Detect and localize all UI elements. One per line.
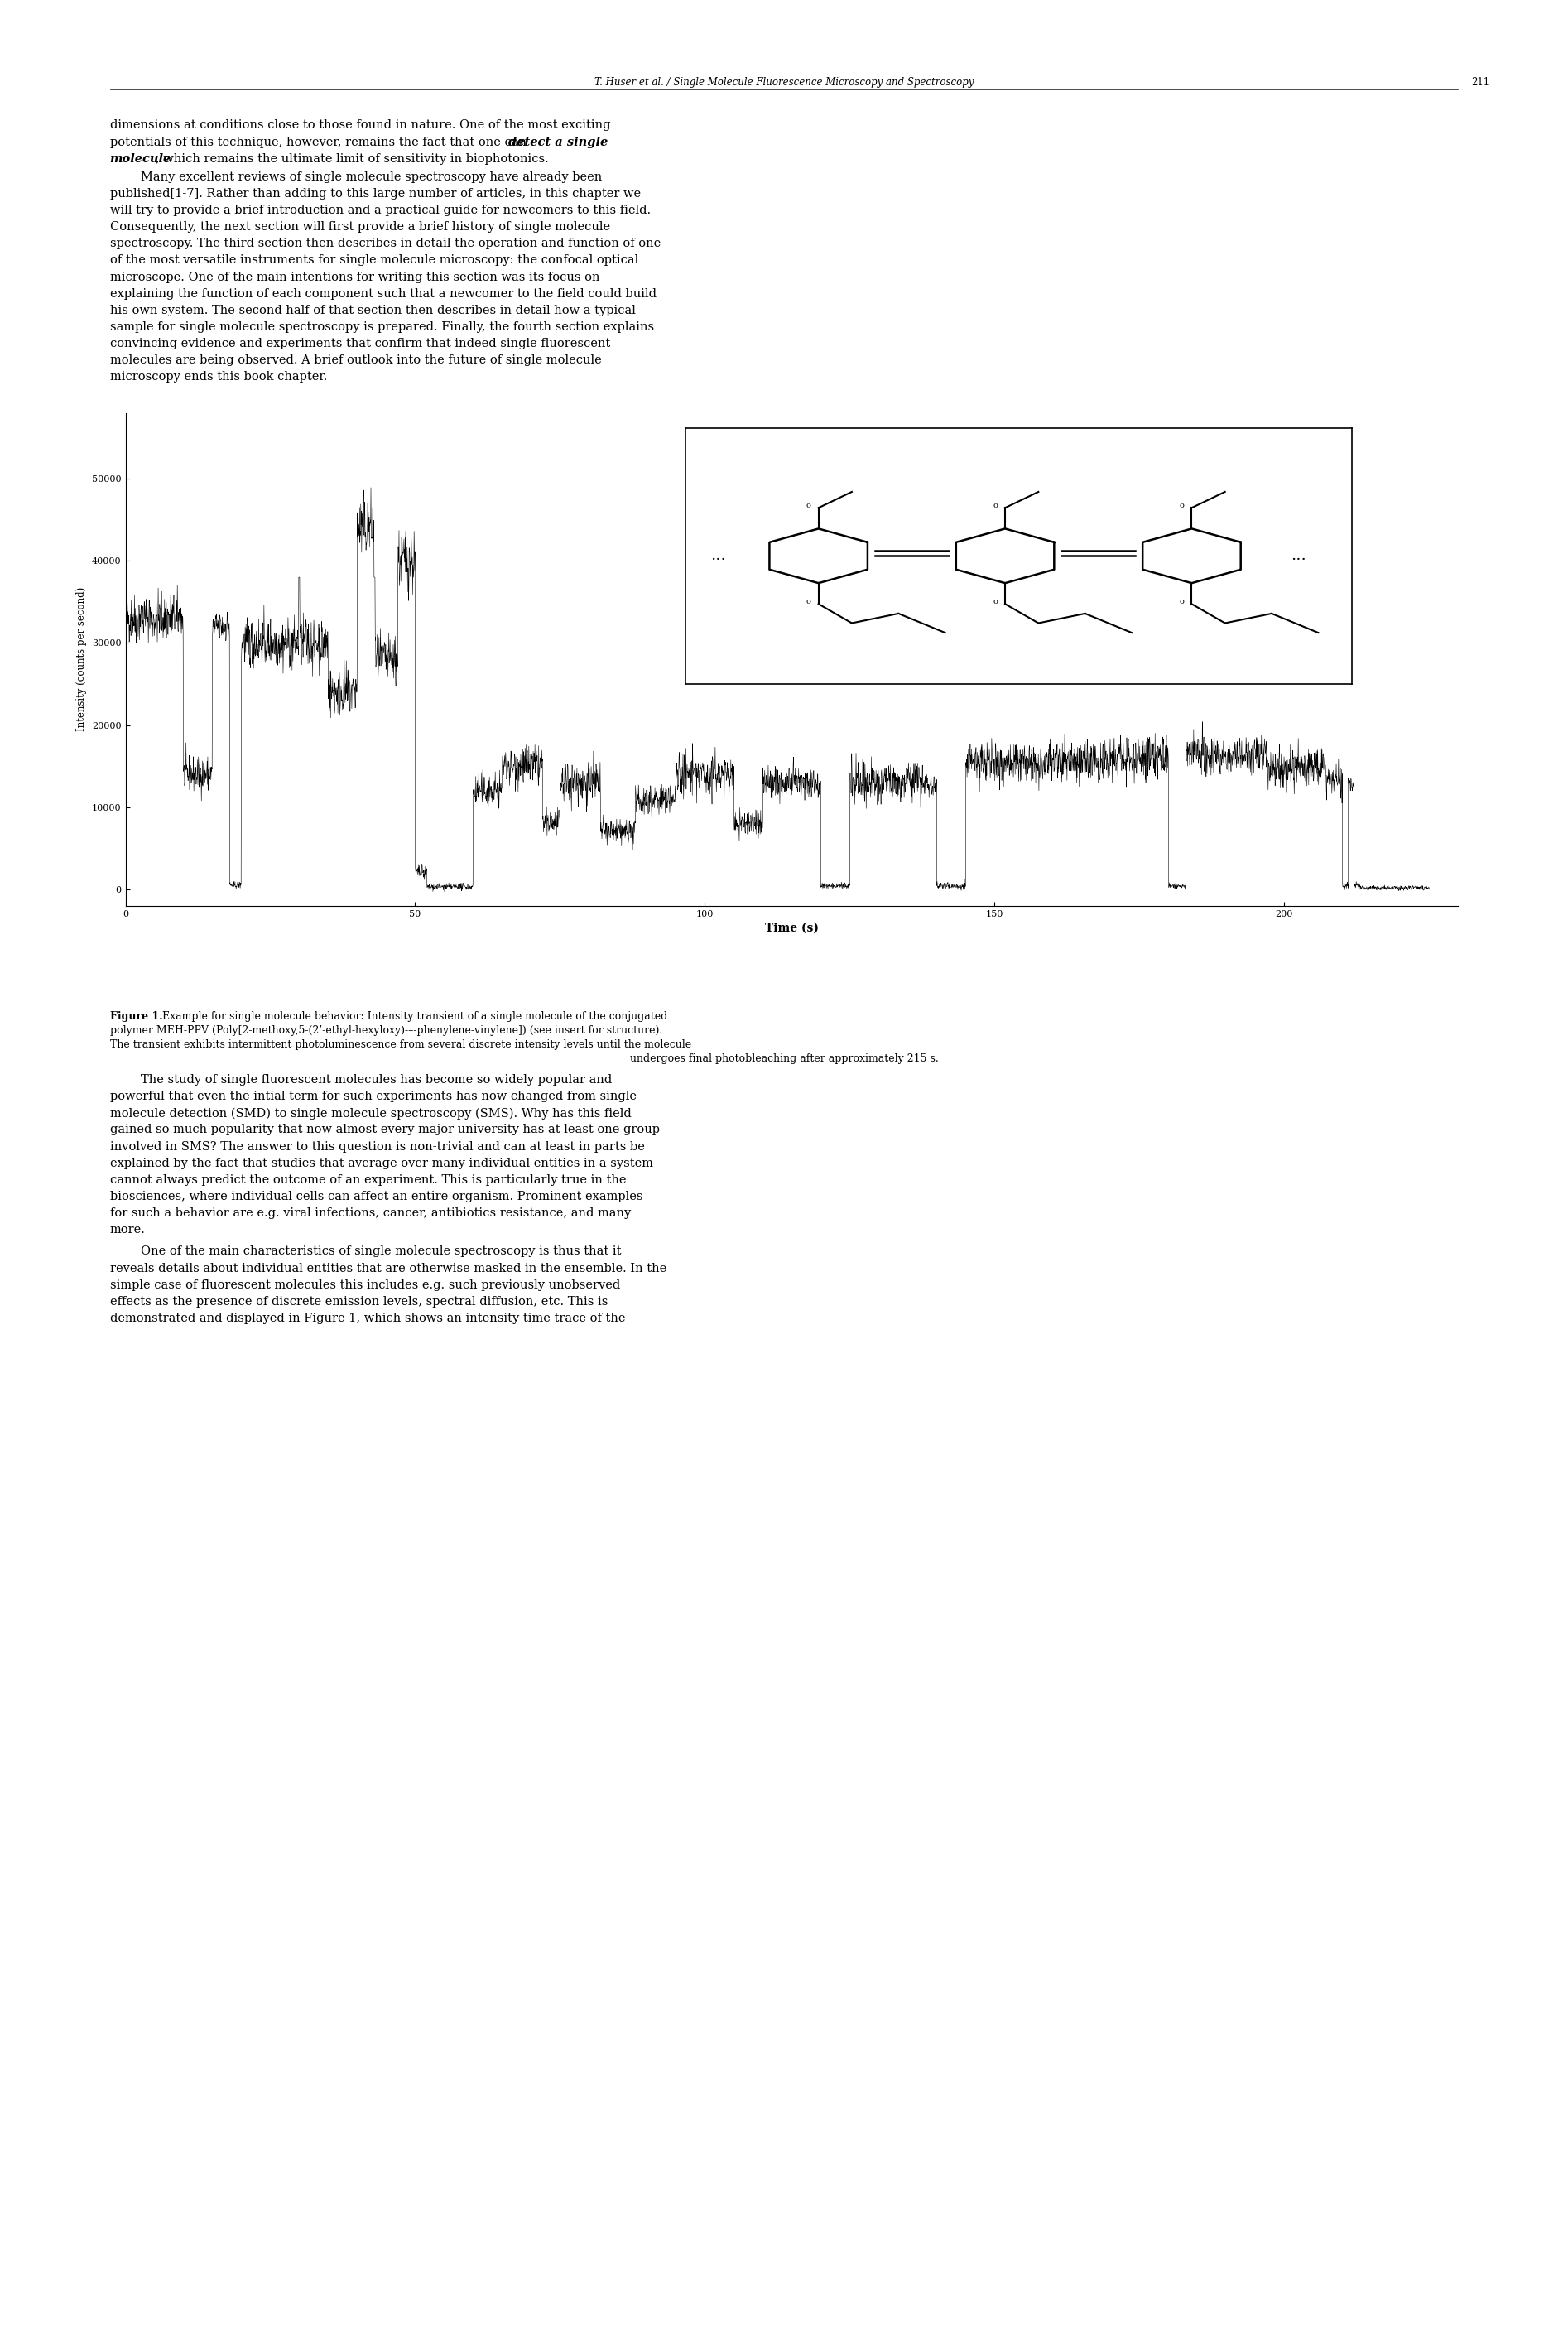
Text: demonstrated and displayed in Figure 1, which shows an intensity time trace of t: demonstrated and displayed in Figure 1, … xyxy=(110,1311,626,1323)
Text: gained so much popularity that now almost every major university has at least on: gained so much popularity that now almos… xyxy=(110,1124,660,1135)
Text: molecules are being observed. A brief outlook into the future of single molecule: molecules are being observed. A brief ou… xyxy=(110,354,601,366)
Text: explained by the fact that studies that average over many individual entities in: explained by the fact that studies that … xyxy=(110,1157,652,1168)
Text: T. Huser et al. / Single Molecule Fluorescence Microscopy and Spectroscopy: T. Huser et al. / Single Molecule Fluore… xyxy=(594,77,974,89)
X-axis label: Time (s): Time (s) xyxy=(765,922,818,934)
Text: dimensions at conditions close to those found in nature. One of the most excitin: dimensions at conditions close to those … xyxy=(110,120,610,131)
Text: polymer MEH-PPV (Poly[2-methoxy,5-(2’-ethyl-hexyloxy)-–-phenylene-vinylene]) (se: polymer MEH-PPV (Poly[2-methoxy,5-(2’-et… xyxy=(110,1025,662,1037)
Text: published[1-7]. Rather than adding to this large number of articles, in this cha: published[1-7]. Rather than adding to th… xyxy=(110,188,641,199)
Text: The transient exhibits intermittent photoluminescence from several discrete inte: The transient exhibits intermittent phot… xyxy=(110,1039,691,1051)
Text: Consequently, the next section will first provide a brief history of single mole: Consequently, the next section will firs… xyxy=(110,221,610,232)
Text: powerful that even the intial term for such experiments has now changed from sin: powerful that even the intial term for s… xyxy=(110,1091,637,1103)
Text: , which remains the ultimate limit of sensitivity in biophotonics.: , which remains the ultimate limit of se… xyxy=(155,152,549,164)
Text: microscope. One of the main intentions for writing this section was its focus on: microscope. One of the main intentions f… xyxy=(110,272,599,284)
Text: his own system. The second half of that section then describes in detail how a t: his own system. The second half of that … xyxy=(110,305,635,317)
Text: convincing evidence and experiments that confirm that indeed single fluorescent: convincing evidence and experiments that… xyxy=(110,338,610,350)
Text: sample for single molecule spectroscopy is prepared. Finally, the fourth section: sample for single molecule spectroscopy … xyxy=(110,321,654,333)
Text: of the most versatile instruments for single molecule microscopy: the confocal o: of the most versatile instruments for si… xyxy=(110,256,638,265)
Text: Figure 1.: Figure 1. xyxy=(110,1011,163,1023)
Text: microscopy ends this book chapter.: microscopy ends this book chapter. xyxy=(110,371,328,382)
Text: biosciences, where individual cells can affect an entire organism. Prominent exa: biosciences, where individual cells can … xyxy=(110,1192,643,1203)
Text: spectroscopy. The third section then describes in detail the operation and funct: spectroscopy. The third section then des… xyxy=(110,237,660,249)
Text: detect a single: detect a single xyxy=(508,136,608,148)
Text: 211: 211 xyxy=(1471,77,1490,89)
Text: Many excellent reviews of single molecule spectroscopy have already been: Many excellent reviews of single molecul… xyxy=(110,171,602,183)
Text: involved in SMS? The answer to this question is non-trivial and can at least in : involved in SMS? The answer to this ques… xyxy=(110,1140,644,1152)
Text: effects as the presence of discrete emission levels, spectral diffusion, etc. Th: effects as the presence of discrete emis… xyxy=(110,1295,608,1307)
Text: The study of single fluorescent molecules has become so widely popular and: The study of single fluorescent molecule… xyxy=(110,1074,612,1086)
Text: for such a behavior are e.g. viral infections, cancer, antibiotics resistance, a: for such a behavior are e.g. viral infec… xyxy=(110,1208,630,1220)
Text: simple case of fluorescent molecules this includes e.g. such previously unobserv: simple case of fluorescent molecules thi… xyxy=(110,1279,619,1290)
Text: reveals details about individual entities that are otherwise masked in the ensem: reveals details about individual entitie… xyxy=(110,1262,666,1274)
Text: molecule detection (SMD) to single molecule spectroscopy (SMS). Why has this fie: molecule detection (SMD) to single molec… xyxy=(110,1107,630,1119)
Text: undergoes final photobleaching after approximately 215 s.: undergoes final photobleaching after app… xyxy=(630,1053,938,1065)
Text: Example for single molecule behavior: Intensity transient of a single molecule o: Example for single molecule behavior: In… xyxy=(158,1011,668,1023)
Text: molecule: molecule xyxy=(110,152,171,164)
Text: cannot always predict the outcome of an experiment. This is particularly true in: cannot always predict the outcome of an … xyxy=(110,1173,626,1185)
Text: potentials of this technique, however, remains the fact that one can: potentials of this technique, however, r… xyxy=(110,136,530,148)
Text: One of the main characteristics of single molecule spectroscopy is thus that it: One of the main characteristics of singl… xyxy=(110,1246,621,1257)
Text: more.: more. xyxy=(110,1225,146,1236)
Y-axis label: Intensity (counts per second): Intensity (counts per second) xyxy=(77,586,88,732)
Text: will try to provide a brief introduction and a practical guide for newcomers to : will try to provide a brief introduction… xyxy=(110,204,651,216)
Text: explaining the function of each component such that a newcomer to the field coul: explaining the function of each componen… xyxy=(110,289,655,300)
